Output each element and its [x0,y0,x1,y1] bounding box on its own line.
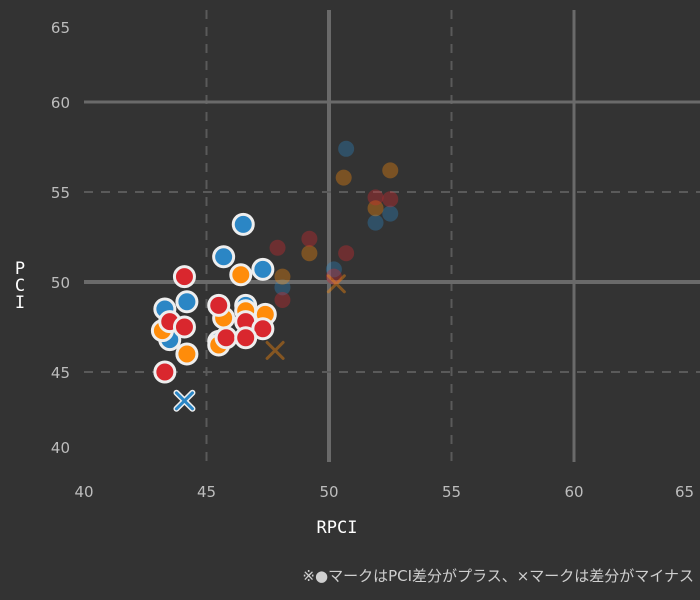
x-tick-label: 50 [319,483,338,501]
blue-point-faded [274,279,291,296]
y-tick-label: 60 [51,94,70,112]
blue-point-faded [367,214,384,231]
x-tick-label: 65 [675,483,694,501]
red-point-faded [325,268,342,285]
orange-point-faded [367,200,384,217]
blue-point-faded [338,140,355,157]
red-point [214,326,238,350]
orange-point-faded [382,162,399,179]
y-tick-label: 55 [51,184,70,202]
data-points [150,140,399,412]
blue-point [212,245,236,269]
y-axis-label-char: I [15,293,25,313]
blue-point [251,257,275,281]
y-tick-label: 45 [51,364,70,382]
x-marker-stroke [326,274,346,294]
x-marker-stroke [174,391,194,411]
y-tick-label: 65 [51,19,70,37]
x-marker-stroke [265,340,285,360]
x-tick-label: 55 [442,483,461,501]
blue-point [231,212,255,236]
y-axis-label-char: P [15,259,25,279]
orange-point-faded [335,169,352,186]
blue-point-faded [382,205,399,222]
x-tick-label: 60 [564,483,583,501]
tick-labels: 40 45 50 55 60 65 40 45 50 55 60 65 [51,19,694,501]
blue-x-marker [173,389,196,412]
y-tick-label: 50 [51,274,70,292]
red-point-faded [382,191,399,208]
red-point [172,265,196,289]
x-axis-label: RPCI [317,518,358,538]
red-point [234,326,258,350]
blue-point-faded [325,261,342,278]
orange-point [229,263,253,287]
red-point [172,315,196,339]
red-point [153,360,177,384]
orange-x-marker [265,340,285,360]
y-axis-label-char: C [15,276,25,296]
red-point-faded [338,245,355,262]
x-marker-stroke [326,274,346,294]
x-marker-stroke [265,340,285,360]
red-point [207,293,231,317]
blue-point [175,290,199,314]
x-tick-label: 40 [74,483,93,501]
red-point-faded [301,230,318,247]
y-tick-label: 40 [51,439,70,457]
orange-point-faded [301,245,318,262]
red-point-faded [367,189,384,206]
red-point-faded [269,239,286,256]
x-tick-label: 45 [197,483,216,501]
red-point-faded [274,292,291,308]
orange-point-faded [274,268,291,285]
y-axis-label: PCI [15,259,25,313]
orange-x-marker [326,274,346,294]
footnote: ※●マークはPCI差分がプラス、×マークは差分がマイナス [302,567,694,585]
orange-point [175,342,199,366]
